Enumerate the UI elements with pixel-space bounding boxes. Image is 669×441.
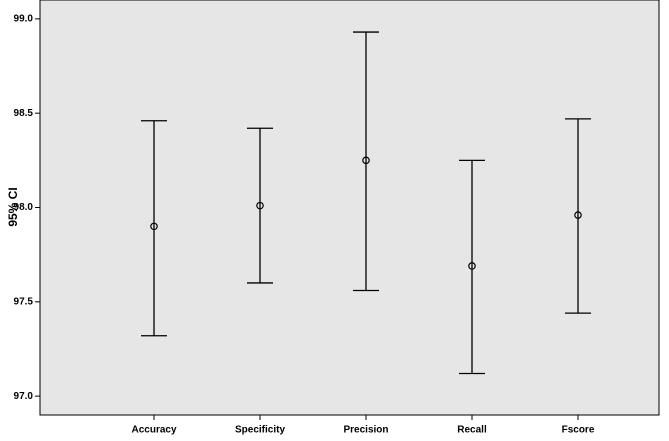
y-tick-label: 97.0 [14, 391, 34, 402]
mean-marker [468, 262, 476, 270]
x-tick-label: Accuracy [131, 425, 176, 436]
y-tick-label: 98.5 [14, 108, 34, 119]
y-tick-label: 98.0 [14, 202, 34, 213]
y-axis-label: 95% CI [6, 187, 20, 226]
mean-marker [362, 156, 370, 165]
mean-marker [574, 211, 582, 219]
y-tick-label: 99.0 [14, 14, 34, 25]
mean-marker [256, 201, 264, 210]
x-tick-label: Precision [343, 425, 388, 436]
x-tick-label: Recall [457, 425, 487, 436]
mean-marker [150, 222, 158, 231]
x-tick-label: Fscore [562, 425, 595, 436]
plot-area [39, 0, 660, 416]
x-tick-label: Specificity [235, 425, 285, 436]
y-tick-label: 97.5 [14, 296, 34, 307]
